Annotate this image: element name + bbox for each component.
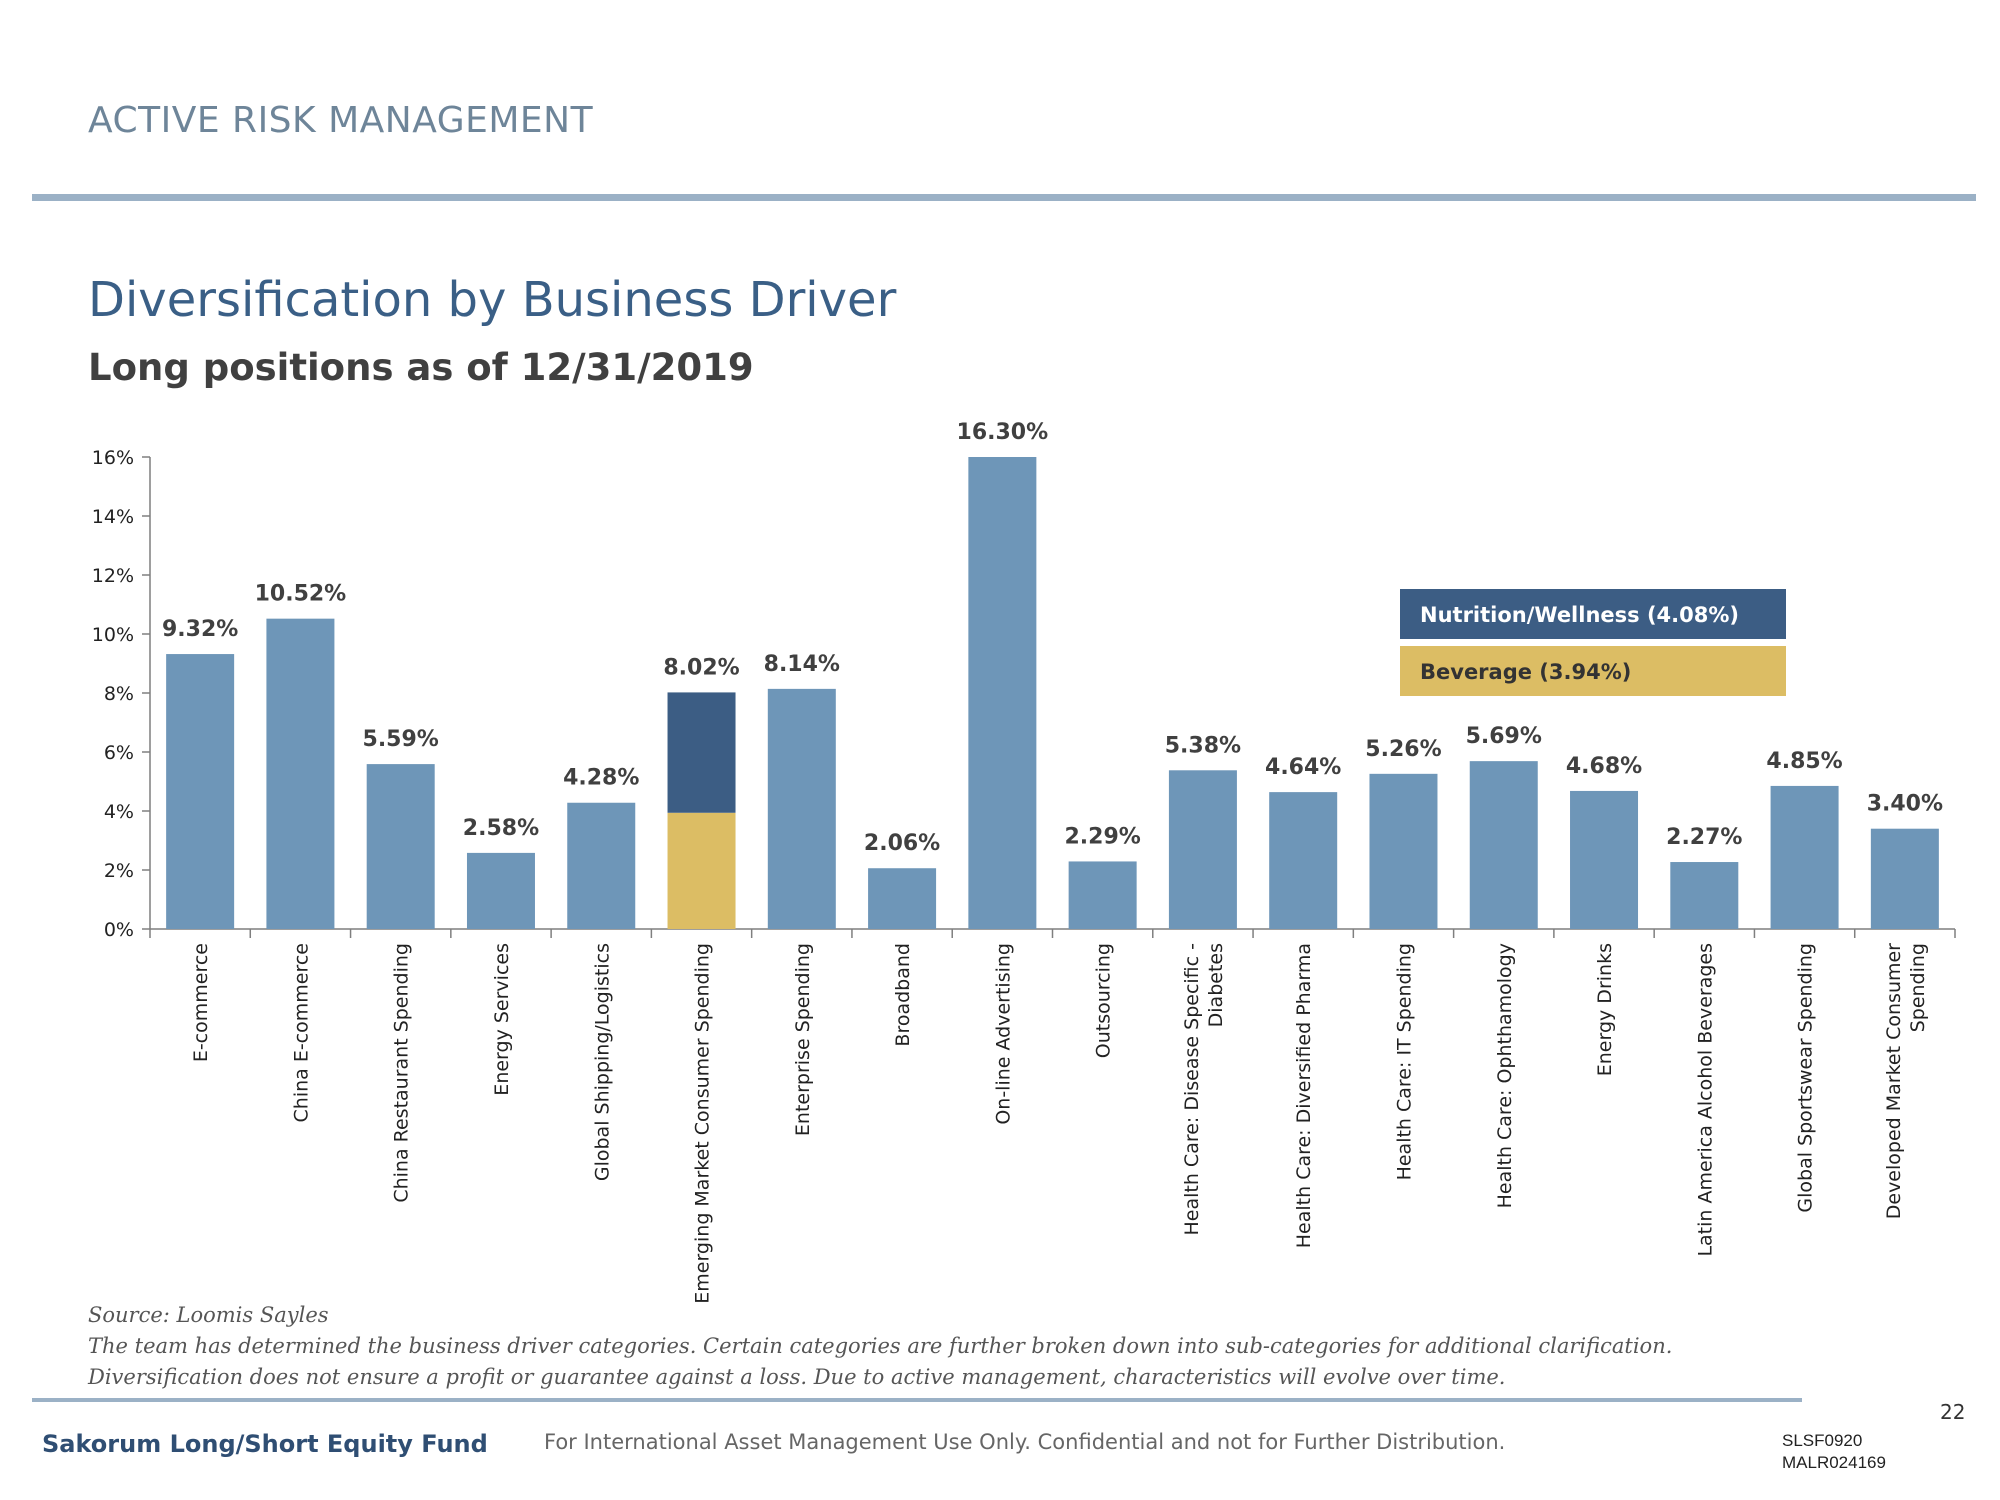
category-label: Global Shipping/Logistics (591, 943, 613, 1181)
data-label: 2.29% (1064, 824, 1140, 849)
bar (767, 688, 836, 929)
bar (1269, 792, 1338, 929)
footnotes: Source: Loomis Sayles The team has deter… (88, 1300, 1672, 1393)
category-label: China Restaurant Spending (391, 943, 413, 1203)
data-label: 10.52% (255, 582, 347, 607)
legend-swatch (1400, 646, 1786, 696)
category-label: Outsourcing (1093, 943, 1115, 1058)
bar (466, 852, 535, 929)
bar (1168, 770, 1237, 929)
bar (1369, 773, 1438, 929)
confidentiality-disclaimer: For International Asset Management Use O… (544, 1430, 1506, 1454)
data-label: 5.26% (1365, 737, 1441, 762)
legend-label: Beverage (3.94%) (1420, 660, 1631, 684)
compliance-code: MALR024169 (1782, 1453, 1886, 1472)
bar (1570, 790, 1639, 929)
y-tick-label: 14% (92, 506, 134, 528)
bar (266, 618, 335, 929)
data-label: 5.59% (363, 727, 439, 752)
y-tick-label: 8% (104, 683, 134, 705)
document-code: SLSF0920 (1782, 1431, 1863, 1450)
bar (968, 457, 1037, 929)
data-label: 2.27% (1666, 825, 1742, 850)
category-label: Health Care: Diversified Pharma (1293, 943, 1315, 1248)
page-number: 22 (1940, 1400, 1966, 1424)
data-label: 4.28% (563, 766, 639, 791)
categories-note: The team has determined the business dri… (88, 1334, 1673, 1358)
data-label: 2.06% (864, 831, 940, 856)
data-label: 5.38% (1165, 733, 1241, 758)
source-note: Source: Loomis Sayles (88, 1303, 329, 1327)
category-label: Health Care: Disease Specific - (1181, 943, 1203, 1235)
page-subtitle: Long positions as of 12/31/2019 (88, 346, 754, 389)
bar (1770, 785, 1839, 929)
category-label: Health Care: IT Spending (1393, 943, 1415, 1180)
data-label: 3.40% (1867, 792, 1943, 817)
category-label: Energy Drinks (1594, 943, 1616, 1076)
y-tick-label: 16% (92, 447, 134, 469)
category-label: Spending (1907, 943, 1929, 1032)
data-label: 5.69% (1466, 724, 1542, 749)
data-label: 8.14% (764, 652, 840, 677)
legend-swatch (1400, 589, 1786, 639)
data-label: 2.58% (463, 816, 539, 841)
data-label: 8.02% (663, 655, 739, 680)
y-tick-label: 12% (92, 565, 134, 587)
data-label: 4.85% (1766, 749, 1842, 774)
bar (166, 654, 235, 929)
category-label: Developed Market Consumer (1883, 943, 1905, 1219)
section-title: ACTIVE RISK MANAGEMENT (88, 100, 594, 141)
category-label: Latin America Alcohol Beverages (1694, 943, 1716, 1257)
bar (366, 764, 435, 929)
category-label: Global Sportswear Spending (1795, 943, 1817, 1213)
bar (868, 868, 937, 929)
footer-divider (32, 1398, 1802, 1402)
fund-name: Sakorum Long/Short Equity Fund (42, 1430, 488, 1458)
data-label: 4.64% (1265, 755, 1341, 780)
y-tick-label: 10% (92, 624, 134, 646)
category-label: Emerging Market Consumer Spending (692, 943, 714, 1304)
category-label: E-commerce (190, 943, 212, 1062)
bar (567, 802, 636, 929)
data-label: 4.68% (1566, 754, 1642, 779)
category-label: Broadband (892, 943, 914, 1047)
data-label: 9.32% (162, 617, 238, 642)
y-tick-label: 4% (104, 801, 134, 823)
data-label: 16.30% (957, 420, 1049, 445)
category-label: Enterprise Spending (792, 943, 814, 1136)
y-tick-label: 0% (104, 919, 134, 941)
diversification-note: Diversification does not ensure a profit… (88, 1365, 1506, 1389)
category-label: On-line Advertising (992, 943, 1014, 1125)
bar (1870, 828, 1939, 929)
bar (1670, 862, 1739, 929)
category-label: Diabetes (1205, 943, 1227, 1027)
legend-label: Nutrition/Wellness (4.08%) (1420, 603, 1739, 627)
category-label: Energy Services (491, 943, 513, 1096)
bar (1068, 861, 1137, 929)
bar-segment-1 (667, 692, 736, 813)
category-label: China E-commerce (290, 943, 312, 1122)
y-tick-label: 2% (104, 860, 134, 882)
bar-segment-0 (667, 812, 736, 929)
category-label: Health Care: Ophthamology (1494, 943, 1516, 1208)
bar (1469, 761, 1538, 929)
page-title: Diversification by Business Driver (88, 272, 897, 328)
y-tick-label: 6% (104, 742, 134, 764)
header-divider (32, 194, 1976, 201)
